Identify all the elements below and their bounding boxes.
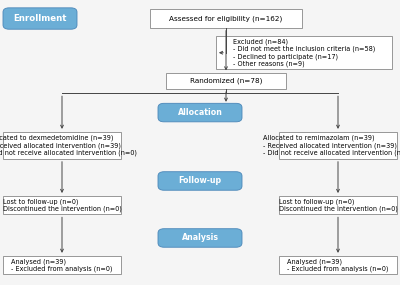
FancyBboxPatch shape [216,36,392,69]
FancyBboxPatch shape [3,256,121,274]
Text: Lost to follow-up (n=0)
Discontinued the intervention (n=0): Lost to follow-up (n=0) Discontinued the… [279,198,397,212]
FancyBboxPatch shape [3,132,121,159]
Text: Excluded (n=84)
- Did not meet the inclusion criteria (n=58)
- Declined to parti: Excluded (n=84) - Did not meet the inclu… [233,38,375,67]
Text: Analysed (n=39)
- Excluded from analysis (n=0): Analysed (n=39) - Excluded from analysis… [11,258,113,272]
FancyBboxPatch shape [158,103,242,122]
Text: Lost to follow-up (n=0)
Discontinued the intervention (n=0): Lost to follow-up (n=0) Discontinued the… [3,198,121,212]
FancyBboxPatch shape [158,229,242,247]
FancyBboxPatch shape [279,196,397,214]
Text: Allocated to remimazolam (n=39)
- Received allocated intervention (n=39)
- Did n: Allocated to remimazolam (n=39) - Receiv… [263,135,400,156]
FancyBboxPatch shape [166,73,286,89]
Text: Allocation: Allocation [178,108,222,117]
Text: Analysed (n=39)
- Excluded from analysis (n=0): Analysed (n=39) - Excluded from analysis… [287,258,389,272]
FancyBboxPatch shape [3,196,121,214]
Text: Analysis: Analysis [182,233,218,243]
FancyBboxPatch shape [279,132,397,159]
FancyBboxPatch shape [3,8,77,29]
FancyBboxPatch shape [158,172,242,190]
Text: Randomized (n=78): Randomized (n=78) [190,78,262,84]
FancyBboxPatch shape [150,9,302,28]
FancyBboxPatch shape [279,256,397,274]
Text: Assessed for eligibility (n=162): Assessed for eligibility (n=162) [169,15,283,22]
Text: Follow-up: Follow-up [178,176,222,186]
Text: Enrollment: Enrollment [13,14,67,23]
Text: Allocated to dexmedetomidine (n=39)
- Received allocated intervention (n=39)
- D: Allocated to dexmedetomidine (n=39) - Re… [0,135,137,156]
